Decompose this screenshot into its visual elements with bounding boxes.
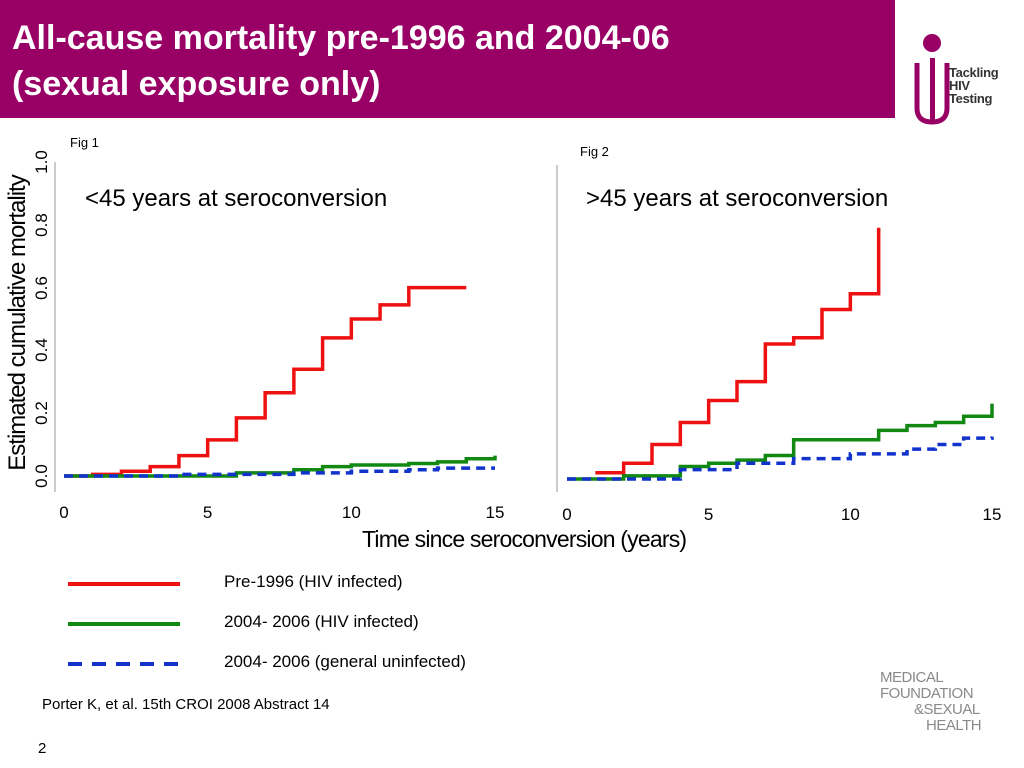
mf-logo-line-3: &SEXUAL (914, 701, 980, 718)
slide-title-line-2: (sexual exposure only) (12, 65, 381, 103)
fig2-x-tick-2: 10 (840, 505, 860, 524)
mf-logo-line-4: HEALTH (926, 717, 982, 734)
slide-title-line-1: All-cause mortality pre-1996 and 2004-06 (12, 19, 670, 57)
y-tick-0: 0.0 (32, 464, 51, 488)
fig1-x-tick-0: 0 (59, 503, 69, 522)
fig1-x-tick-3: 15 (485, 503, 505, 522)
page-number: 2 (38, 740, 47, 757)
legend-label-2004-hiv: 2004- 2006 (HIV infected) (224, 612, 419, 631)
y-tick-5: 1.0 (32, 150, 51, 174)
fig1-series-1 (64, 455, 497, 478)
legend-label-pre1996: Pre-1996 (HIV infected) (224, 572, 403, 591)
y-tick-1: 0.2 (32, 401, 51, 426)
y-tick-3: 0.6 (32, 275, 51, 300)
mf-logo-line-2: FOUNDATION (880, 685, 974, 702)
fig2-series-2 (567, 436, 994, 481)
fig2-label: Fig 2 (580, 144, 609, 159)
y-tick-4: 0.8 (32, 212, 51, 237)
fig1-series-2 (64, 466, 495, 478)
title-bar (0, 0, 895, 118)
fig1-x-tick-2: 10 (341, 503, 361, 522)
legend-swatches (68, 582, 180, 666)
fig1-title: <45 years at seroconversion (85, 185, 388, 212)
legend-label-2004-uninfected: 2004- 2006 (general uninfected) (224, 652, 466, 671)
logo-text-1: Tackling (949, 65, 999, 80)
fig1-series-0 (64, 285, 467, 478)
logo-text-2: HIV (949, 78, 970, 93)
y-axis-label: Estimated cumulative mortality (4, 175, 31, 471)
mf-logo-line-1: MEDICAL (880, 669, 944, 686)
fig2-series-1 (567, 403, 994, 481)
tackling-hiv-testing-logo (914, 34, 950, 125)
logo-dot-icon (923, 34, 941, 52)
fig2-x-tick-3: 15 (982, 505, 1002, 524)
x-axis-label: Time since seroconversion (years) (362, 526, 687, 552)
fig2-series-0 (595, 227, 881, 475)
medical-foundation-logo: MEDICAL FOUNDATION &SEXUAL HEALTH (880, 664, 1010, 754)
fig2-title: >45 years at seroconversion (586, 185, 889, 212)
reference-citation: Porter K, et al. 15th CROI 2008 Abstract… (42, 696, 330, 713)
fig2-x-tick-1: 5 (703, 505, 714, 524)
fig1-label: Fig 1 (70, 135, 99, 150)
fig1-x-tick-1: 5 (202, 503, 213, 522)
y-tick-2: 0.4 (32, 338, 51, 363)
logo-text-3: Testing (949, 91, 993, 106)
fig2-x-tick-0: 0 (562, 505, 572, 524)
